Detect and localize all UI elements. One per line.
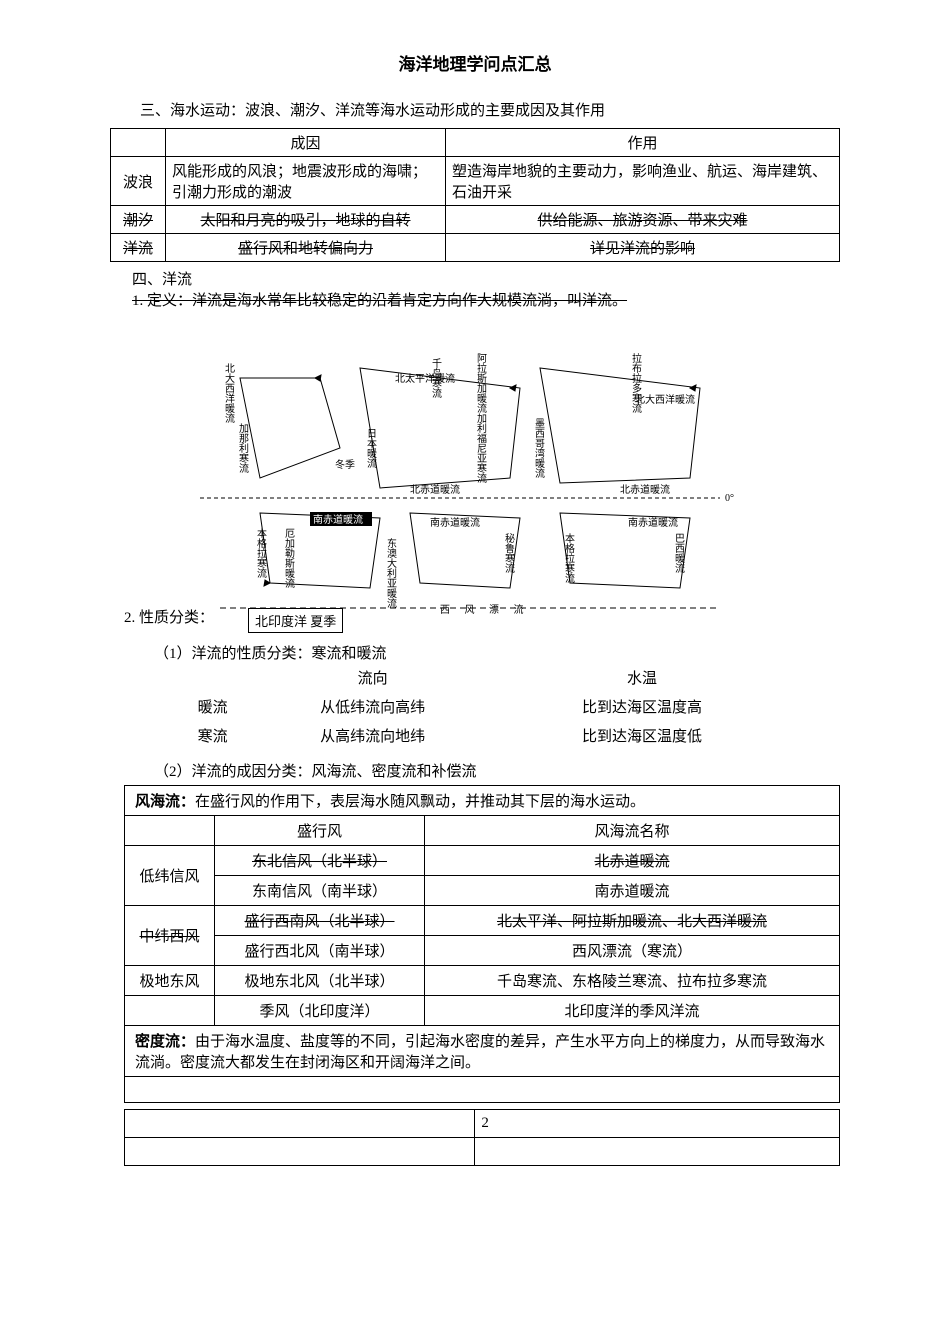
definition-line: 1. 定义：洋流是海水常年比较稳定的沿着肯定方向作大规模流淌，叫洋流。 [132,289,840,310]
svg-text:加利福尼亚寒流: 加利福尼亚寒流 [475,413,487,484]
svg-text:冬季: 冬季 [335,458,355,471]
svg-text:日本暖流: 日本暖流 [365,428,377,469]
section3-heading: 三、海水运动：波浪、潮汐、洋流等海水运动形成的主要成因及其作用 [140,99,840,120]
t3-r1c3: 南赤道暖流 [425,876,840,906]
t3-r5c2: 季风（北印度洋） [215,996,425,1026]
t3-r1c2: 东南信风（南半球） [215,876,425,906]
t3-h2: 盛行风 [215,816,425,846]
t3-r5c1 [125,996,215,1026]
section2-1-label: 2. 性质分类： [124,606,214,627]
t3-r0c1: 低纬信风 [125,846,215,906]
section4-heading: 四、洋流 [132,268,840,289]
svg-text:阿拉斯加暖流: 阿拉斯加暖流 [475,353,487,414]
svg-text:南赤道暖流: 南赤道暖流 [430,516,480,529]
svg-text:拉布拉多寒流: 拉布拉多寒流 [630,352,642,414]
table-causes-effects: 成因 作用 波浪 风能形成的风浪；地震波形成的海啸；引潮力形成的潮波 塑造海岸地… [110,128,840,262]
t3-r4c2: 极地东北风（北半球） [215,966,425,996]
ocean-currents-diagram: 北大西洋暖流 加那利寒流 北太平洋暖流 日本暖流 加利福尼亚寒流 墨西哥湾暖流 … [110,328,840,638]
fenghai-label: 风海流： [135,794,195,810]
t2-r1c1: 寒流 [153,721,273,750]
footer-left2 [125,1138,475,1166]
t2-r1c2: 从高纬流向地纬 [273,721,473,750]
t2-h3: 水温 [473,663,812,692]
t2-h1 [153,663,273,692]
svg-text:北赤道暖流: 北赤道暖流 [620,483,670,496]
t3-r4c3: 千岛寒流、东格陵兰寒流、拉布拉多寒流 [425,966,840,996]
svg-text:本格拉寒流: 本格拉寒流 [255,527,267,579]
t2-h2: 流向 [273,663,473,692]
t3-r2c2: 盛行西南风（北半球） [215,906,425,936]
indian-ocean-box: 北印度洋 夏季 [248,608,343,633]
t2-r0c2: 从低纬流向高纬 [273,692,473,721]
currents-svg: 北大西洋暖流 加那利寒流 北太平洋暖流 日本暖流 加利福尼亚寒流 墨西哥湾暖流 … [180,328,740,628]
t3-r0c2: 东北信风（北半球） [215,846,425,876]
t2-r0c1: 暖流 [153,692,273,721]
footer-left [125,1110,475,1138]
svg-text:北太平洋暖流: 北太平洋暖流 [395,372,455,385]
svg-text:墨西哥湾暖流: 墨西哥湾暖流 [533,418,545,479]
t3-r0c3: 北赤道暖流 [425,846,840,876]
page-title: 海洋地理学问点汇总 [110,50,840,75]
t1-r0c1: 波浪 [111,157,166,206]
svg-text:北赤道暖流: 北赤道暖流 [410,483,460,496]
midu-label: 密度流： [135,1034,195,1050]
t3-h3: 风海流名称 [425,816,840,846]
svg-text:南赤道暖流: 南赤道暖流 [313,513,363,526]
footer-table: 2 [124,1109,840,1166]
t2-r1c3: 比到达海区温度低 [473,721,812,750]
svg-text:北大西洋暖流: 北大西洋暖流 [635,393,695,406]
section2-2: （2）洋流的成因分类：风海流、密度流和补偿流 [154,760,840,781]
svg-text:本格拉寒流: 本格拉寒流 [563,532,575,584]
t3-r5c3: 北印度洋的季风洋流 [425,996,840,1026]
fenghai-text: 在盛行风的作用下，表层海水随风飘动，并推动其下层的海水运动。 [195,794,645,810]
svg-text:厄加勒斯暖流: 厄加勒斯暖流 [283,528,295,589]
t1-r2c2: 盛行风和地转偏向力 [166,234,446,262]
t1-r1c3: 供给能源、旅游资源、带来灾难 [446,206,840,234]
t1-r0c3: 塑造海岸地貌的主要动力，影响渔业、航运、海岸建筑、石油开采 [446,157,840,206]
t3-r4c1: 极地东风 [125,966,215,996]
t1-r1c2: 太阳和月亮的吸引，地球的自转 [166,206,446,234]
midu-row: 密度流：由于海水温度、盐度等的不同，引起海水密度的差异，产生水平方向上的梯度力，… [125,1026,840,1077]
svg-text:加那利寒流: 加那利寒流 [237,423,249,474]
t1-r0c2: 风能形成的风浪；地震波形成的海啸；引潮力形成的潮波 [166,157,446,206]
table-warm-cold: 流向 水温 暖流 从低纬流向高纬 比到达海区温度高 寒流 从高纬流向地纬 比到达… [153,663,812,750]
t3-r2c1: 中纬西风 [125,906,215,966]
t1-r2c3: 详见洋流的影响 [446,234,840,262]
section2-1b: （1）洋流的性质分类：寒流和暖流 [154,642,840,663]
t1-r1c1: 潮汐 [111,206,166,234]
footer-right2 [475,1138,840,1166]
empty-row [125,1077,840,1103]
t2-r0c3: 比到达海区温度高 [473,692,812,721]
t1-r2c1: 洋流 [111,234,166,262]
svg-text:秘鲁寒流: 秘鲁寒流 [503,532,515,574]
t1-h3: 作用 [446,129,840,157]
t1-h1 [111,129,166,157]
table-wind-currents: 风海流：在盛行风的作用下，表层海水随风飘动，并推动其下层的海水运动。 盛行风 风… [124,785,840,1103]
midu-text: 由于海水温度、盐度等的不同，引起海水密度的差异，产生水平方向上的梯度力，从而导致… [135,1034,825,1071]
svg-text:北大西洋暖流: 北大西洋暖流 [223,363,235,424]
svg-text:南赤道暖流: 南赤道暖流 [628,516,678,529]
svg-text:西 风 漂 流: 西 风 漂 流 [440,603,530,616]
t3-h1 [125,816,215,846]
svg-text:0°: 0° [725,493,734,504]
fenghai-row: 风海流：在盛行风的作用下，表层海水随风飘动，并推动其下层的海水运动。 [125,786,840,816]
t3-r2c3: 北太平洋、阿拉斯加暖流、北大西洋暖流 [425,906,840,936]
page-number: 2 [475,1110,840,1138]
svg-text:巴西暖流: 巴西暖流 [673,533,685,574]
t1-h2: 成因 [166,129,446,157]
t3-r3c3: 西风漂流（寒流） [425,936,840,966]
svg-text:千岛寒流: 千岛寒流 [430,358,442,399]
t3-r3c2: 盛行西北风（南半球） [215,936,425,966]
svg-text:东澳大利亚暖流: 东澳大利亚暖流 [385,537,397,609]
